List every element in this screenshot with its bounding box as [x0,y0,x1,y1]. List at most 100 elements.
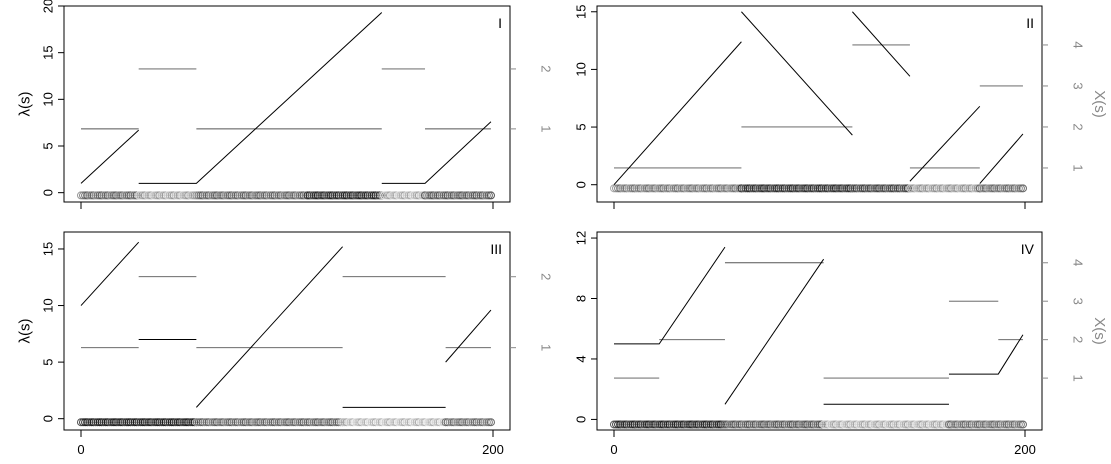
state-point [996,184,1005,193]
state-point [439,418,448,427]
state-point [449,418,458,427]
state-point [762,420,771,429]
state-point [901,184,910,193]
state-point [245,418,254,427]
state-point [706,420,715,429]
state-point [85,418,94,427]
state-point [427,191,436,200]
state-point [243,191,252,200]
state-point [749,184,758,193]
state-point [723,420,732,429]
state-point [681,184,690,193]
state-point [289,418,298,427]
state-point [766,184,775,193]
state-point [114,418,123,427]
state-point [630,184,639,193]
state-point [644,184,653,193]
state-point [99,191,108,200]
chart-panel-3: 0 5 10 15 1 2 0 200 λ(s) III [16,231,553,457]
state-point [760,184,769,193]
state-point [408,418,417,427]
state-point [889,420,898,429]
state-point [453,418,462,427]
state-point [126,418,135,427]
state-point [963,184,972,193]
state-point [367,191,376,200]
state-point [895,420,904,429]
state-point [653,184,662,193]
state-point [681,420,690,429]
state-point [811,184,820,193]
state-point [799,420,808,429]
state-point [642,184,651,193]
state-point [1012,184,1021,193]
state-point [134,191,143,200]
state-point [951,184,960,193]
state-point [272,418,281,427]
state-point [153,418,162,427]
state-point [698,184,707,193]
state-point [140,418,149,427]
state-point [992,420,1001,429]
state-point [219,418,228,427]
state-point [813,420,822,429]
state-point [235,191,244,200]
state-point [184,418,193,427]
y2-tick-label: 2 [1070,336,1085,343]
state-point [712,184,721,193]
state-point [433,418,442,427]
state-point [807,184,816,193]
state-point [278,418,287,427]
state-point [1014,420,1023,429]
state-point [147,191,156,200]
state-point [868,420,877,429]
state-point [926,184,935,193]
state-point [373,418,382,427]
state-point [206,191,215,200]
y-tick-label: 10 [574,62,589,76]
state-point [241,418,250,427]
state-point [239,191,248,200]
state-point [303,418,312,427]
state-point [270,418,279,427]
x-tick-label: 200 [1014,442,1036,457]
state-point [101,191,110,200]
state-point [1006,184,1015,193]
state-point [714,420,723,429]
state-point [130,191,139,200]
state-point [215,191,224,200]
state-point [421,418,430,427]
state-point [182,191,191,200]
state-point [408,191,417,200]
state-point [640,420,649,429]
state-point [460,418,469,427]
state-point [979,184,988,193]
state-point [866,420,875,429]
state-point [144,418,153,427]
state-point [262,191,271,200]
lambda-series-segment [195,246,343,408]
state-point [274,418,283,427]
state-point [202,418,211,427]
state-point [827,184,836,193]
state-point [418,418,427,427]
state-point [196,191,205,200]
state-point [702,420,711,429]
state-point [936,184,945,193]
state-point [334,191,343,200]
state-point [942,420,951,429]
state-point [944,420,953,429]
state-point [221,418,230,427]
state-point [320,191,329,200]
state-point [739,184,748,193]
state-point [169,418,178,427]
y-tick-label: 5 [41,358,56,365]
state-point [794,420,803,429]
panel-label: I [498,15,502,31]
state-point [109,191,118,200]
state-point [443,191,452,200]
state-point [677,184,686,193]
state-point [922,184,931,193]
state-point [860,184,869,193]
state-point [414,418,423,427]
